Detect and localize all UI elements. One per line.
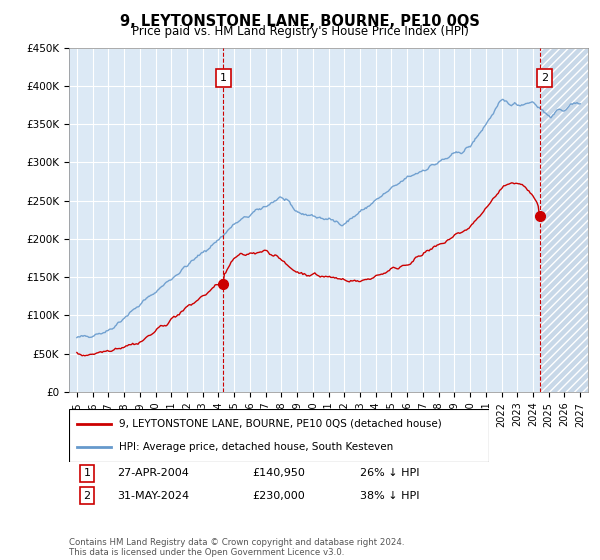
Text: 9, LEYTONSTONE LANE, BOURNE, PE10 0QS: 9, LEYTONSTONE LANE, BOURNE, PE10 0QS — [120, 14, 480, 29]
Text: 27-APR-2004: 27-APR-2004 — [117, 468, 189, 478]
Text: 2: 2 — [83, 491, 91, 501]
Text: Price paid vs. HM Land Registry's House Price Index (HPI): Price paid vs. HM Land Registry's House … — [131, 25, 469, 38]
Text: 1: 1 — [83, 468, 91, 478]
Text: 38% ↓ HPI: 38% ↓ HPI — [360, 491, 419, 501]
Text: 26% ↓ HPI: 26% ↓ HPI — [360, 468, 419, 478]
Text: 2: 2 — [541, 73, 548, 83]
Text: £140,950: £140,950 — [252, 468, 305, 478]
Text: 9, LEYTONSTONE LANE, BOURNE, PE10 0QS (detached house): 9, LEYTONSTONE LANE, BOURNE, PE10 0QS (d… — [119, 419, 442, 429]
FancyBboxPatch shape — [69, 409, 489, 462]
Text: HPI: Average price, detached house, South Kesteven: HPI: Average price, detached house, Sout… — [119, 442, 394, 452]
Bar — [539, 48, 588, 392]
Text: 1: 1 — [220, 73, 227, 83]
Text: Contains HM Land Registry data © Crown copyright and database right 2024.
This d: Contains HM Land Registry data © Crown c… — [69, 538, 404, 557]
Text: £230,000: £230,000 — [252, 491, 305, 501]
Text: 31-MAY-2024: 31-MAY-2024 — [117, 491, 189, 501]
